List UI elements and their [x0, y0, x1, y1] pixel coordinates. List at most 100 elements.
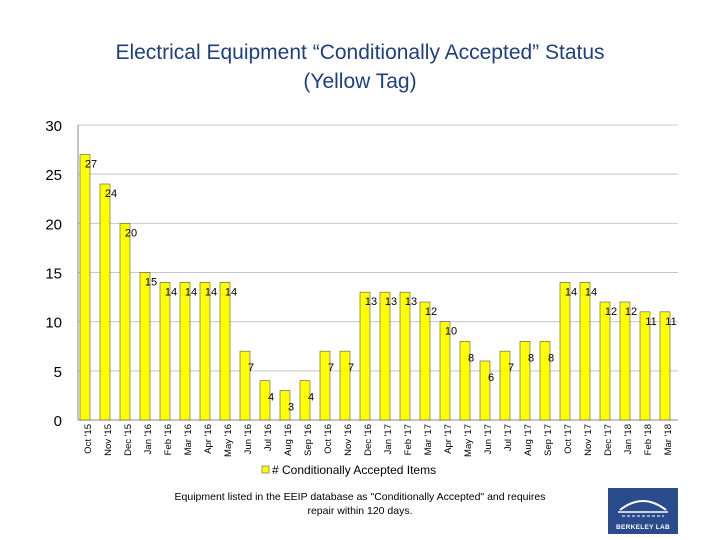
y-tick-label: 5: [54, 364, 62, 381]
bar: [639, 311, 651, 421]
data-label: 27: [85, 159, 97, 171]
x-tick-label: Jun '17: [483, 424, 494, 454]
y-tick-label: 25: [45, 167, 62, 184]
x-tick-label: Feb '16: [163, 424, 174, 455]
x-tick-label: Jun '16: [243, 424, 254, 454]
data-label: 13: [385, 296, 397, 308]
chart-title: Electrical Equipment “Conditionally Acce…: [0, 38, 720, 96]
berkeley-lab-logo: BERKELEY LAB: [608, 488, 678, 534]
data-label: 14: [225, 286, 237, 298]
footnote-line2: repair within 120 days.: [307, 505, 413, 517]
bar: [539, 341, 551, 421]
x-tick-label: Oct '15: [83, 424, 94, 454]
x-tick-label: Nov '17: [583, 424, 594, 456]
x-tick-label: May '17: [463, 424, 474, 457]
bar: [599, 301, 611, 421]
bar: [419, 301, 431, 421]
bar: [519, 341, 531, 421]
data-label: 11: [645, 316, 656, 328]
x-tick-label: Mar '16: [183, 424, 194, 455]
bar: [99, 183, 111, 421]
data-label: 8: [528, 352, 534, 364]
footnote-line1: Equipment listed in the EEIP database as…: [174, 491, 546, 503]
bar: [499, 350, 511, 421]
bar: [559, 282, 571, 421]
data-label: 7: [508, 362, 514, 374]
data-label: 6: [488, 372, 494, 384]
data-label: 8: [468, 352, 474, 364]
x-tick-label: Jul '16: [263, 424, 274, 451]
bar: [339, 350, 351, 421]
data-label: 13: [365, 296, 377, 308]
bar: [219, 282, 231, 421]
bar: [459, 341, 471, 421]
footnote: Equipment listed in the EEIP database as…: [130, 490, 590, 518]
bar: [259, 380, 271, 421]
legend-label: # Conditionally Accepted Items: [272, 463, 436, 477]
x-tick-label: Jul '17: [503, 424, 514, 451]
y-tick-label: 20: [45, 216, 62, 233]
y-tick-label: 0: [54, 413, 62, 430]
data-label: 10: [445, 326, 457, 338]
data-label: 7: [248, 362, 254, 374]
bar: [319, 350, 331, 421]
bar: [659, 311, 671, 421]
data-label: 12: [625, 306, 637, 318]
bar: [579, 282, 591, 421]
data-label: 14: [185, 286, 197, 298]
y-tick-label: 10: [45, 315, 62, 332]
y-tick-label: 15: [45, 266, 62, 283]
bar-chart: 0 5 10 15 20 25 30 27 Oct '15 24 Nov '15 20 Dec '15 1…: [45, 118, 678, 477]
x-tick-label: Aug '17: [523, 424, 534, 456]
bar: [619, 301, 631, 421]
x-tick-label: Jan '16: [143, 424, 154, 454]
data-label: 8: [548, 352, 554, 364]
x-tick-label: Aug '16: [283, 424, 294, 456]
data-label: 11: [665, 316, 676, 328]
data-label: 12: [425, 306, 437, 318]
bar: [239, 350, 251, 421]
chart-title-line2: (Yellow Tag): [303, 70, 417, 93]
x-tick-label: Dec '16: [363, 424, 374, 456]
x-tick-label: Feb '17: [403, 424, 414, 455]
x-tick-label: Oct '17: [563, 424, 574, 454]
data-label: 7: [328, 362, 334, 374]
x-tick-label: Jan '18: [623, 424, 634, 454]
data-label: 4: [268, 392, 274, 404]
x-tick-label: Sep '16: [303, 424, 314, 456]
data-label: 12: [605, 306, 617, 318]
bar: [439, 321, 451, 421]
data-label: 14: [565, 286, 577, 298]
data-label: 14: [585, 286, 597, 298]
x-tick-label: Feb '18: [643, 424, 654, 455]
x-tick-label: Sep '17: [543, 424, 554, 456]
bar: [139, 272, 151, 421]
data-label: 13: [405, 296, 417, 308]
x-tick-label: Jan '17: [383, 424, 394, 454]
data-label: 14: [205, 286, 217, 298]
bar: [399, 291, 411, 421]
x-tick-label: Nov '16: [343, 424, 354, 456]
x-tick-label: Oct '16: [323, 424, 334, 454]
data-label: 15: [145, 277, 157, 289]
x-tick-label: Apr '16: [203, 424, 214, 454]
x-tick-label: Dec '17: [603, 424, 614, 456]
x-tick-label: Dec '15: [123, 424, 134, 456]
lab-building-icon: [618, 500, 668, 517]
y-tick-label: 30: [45, 118, 62, 135]
data-label: 24: [105, 188, 117, 200]
logo-text: BERKELEY LAB: [615, 524, 671, 531]
bar: [179, 282, 191, 421]
bar: [159, 282, 171, 421]
data-label: 3: [288, 402, 294, 414]
legend-swatch: [261, 465, 270, 474]
x-tick-label: Mar '18: [663, 424, 674, 455]
data-label: 4: [308, 392, 314, 404]
data-label: 14: [165, 286, 177, 298]
x-tick-label: May '16: [223, 424, 234, 457]
chart-title-line1: Electrical Equipment “Conditionally Acce…: [115, 41, 605, 64]
bar: [199, 282, 211, 421]
x-tick-label: Apr '17: [443, 424, 454, 454]
bar: [359, 291, 371, 421]
x-tick-label: Mar '17: [423, 424, 434, 455]
